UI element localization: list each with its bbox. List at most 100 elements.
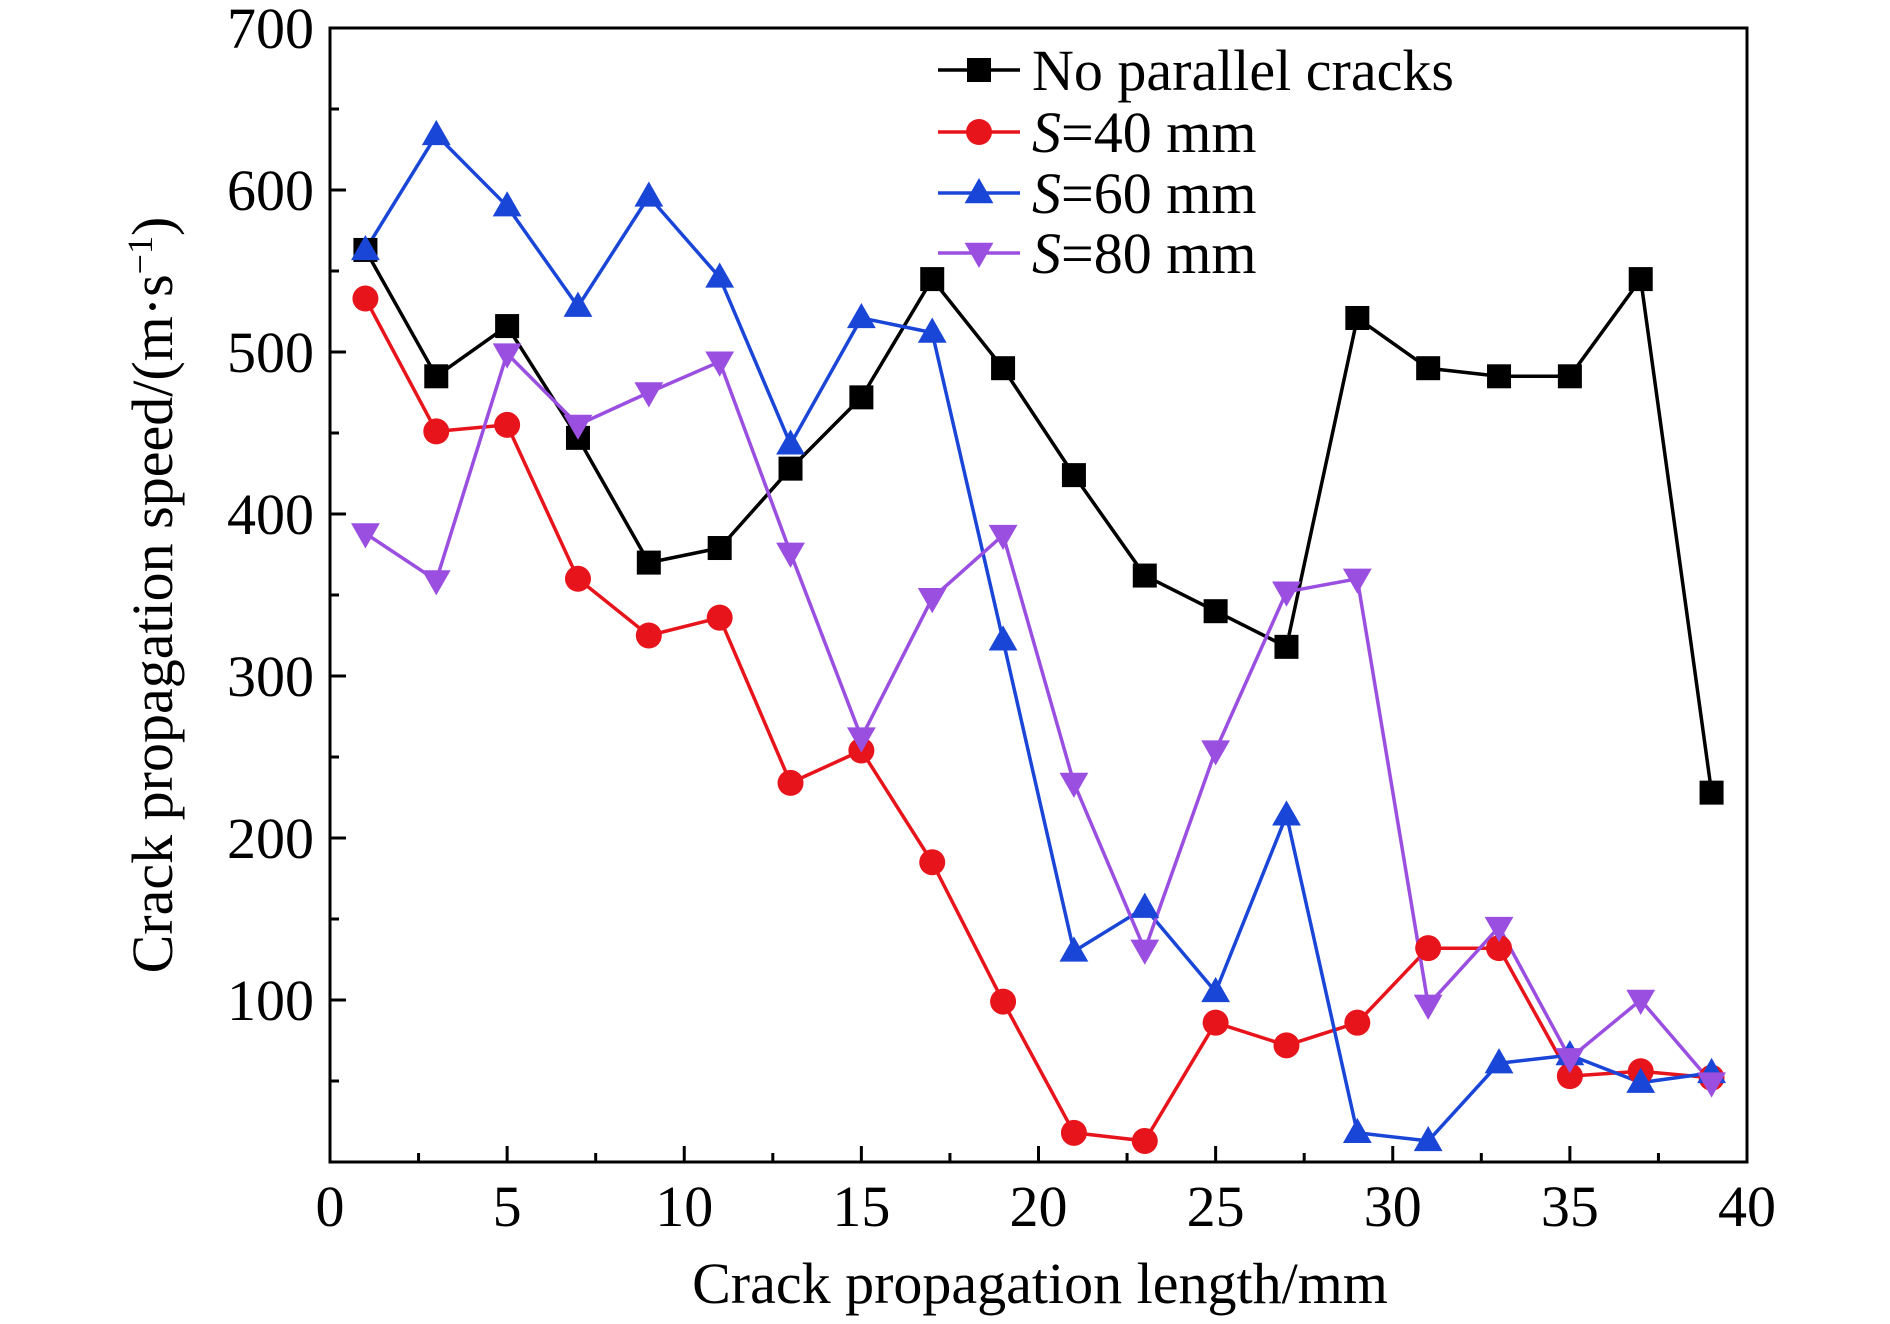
data-point — [352, 285, 379, 312]
data-point — [1060, 1119, 1087, 1146]
x-tick-label: 25 — [1187, 1174, 1245, 1239]
series-line — [363, 297, 1712, 1143]
data-point — [991, 356, 1016, 381]
data-point — [1201, 740, 1231, 766]
data-point — [988, 625, 1018, 651]
y-axis-title-close: ) — [120, 217, 185, 236]
data-point — [636, 550, 661, 575]
legend-label: S=60 mm — [1032, 161, 1256, 226]
data-point — [492, 191, 522, 217]
x-tick-label: 35 — [1541, 1174, 1599, 1239]
data-point — [1274, 634, 1299, 659]
data-point — [849, 385, 874, 410]
data-point — [1626, 1067, 1656, 1093]
data-point — [776, 429, 805, 455]
data-point — [1130, 892, 1160, 918]
data-point — [1059, 772, 1089, 798]
data-point — [1557, 364, 1582, 389]
data-point — [917, 588, 947, 614]
data-point — [351, 234, 380, 261]
y-tick-label: 500 — [227, 320, 314, 385]
data-point — [1131, 1127, 1158, 1154]
legend-label-italic: S — [1032, 100, 1061, 165]
legend-label-italic: S — [1032, 221, 1061, 286]
legend-label: S=80 mm — [1032, 221, 1256, 286]
data-point — [1484, 916, 1514, 943]
data-point — [421, 570, 451, 596]
series-line — [363, 133, 1712, 1143]
data-point — [1202, 1009, 1229, 1036]
data-point — [1059, 936, 1089, 962]
x-tick-label: 0 — [316, 1174, 345, 1239]
series-line — [364, 351, 1713, 1084]
x-tick-label: 30 — [1364, 1174, 1422, 1239]
data-point — [1413, 994, 1443, 1020]
y-tick-label: 100 — [227, 968, 314, 1033]
data-point — [1342, 1117, 1372, 1144]
data-point — [351, 523, 380, 549]
data-point — [635, 622, 662, 649]
data-point — [705, 351, 735, 377]
data-point — [1201, 976, 1231, 1003]
data-point — [1345, 305, 1370, 330]
data-point — [1486, 935, 1513, 962]
data-point — [1203, 599, 1228, 624]
data-point — [1416, 356, 1441, 381]
x-axis-ticks: 0 5 10 15 20 25 30 35 40 — [316, 1146, 1776, 1239]
legend-label-text: =40 mm — [1061, 100, 1256, 165]
data-point — [846, 302, 876, 329]
legend-marker — [964, 178, 994, 204]
data-point — [563, 291, 593, 317]
y-tick-label: 700 — [227, 0, 314, 61]
legend-label-italic: S — [1032, 161, 1061, 226]
data-point — [1699, 780, 1724, 805]
y-tick-label: 300 — [227, 644, 314, 709]
legend-label-text: No parallel cracks — [1032, 38, 1454, 103]
y-axis-ticks: 100 200 300 400 500 600 700 — [227, 0, 346, 1083]
data-point — [917, 317, 947, 343]
data-point — [1273, 1032, 1300, 1059]
y-axis-title: Crack propagation speed/(m·s−1) — [120, 217, 185, 974]
data-point — [778, 456, 803, 481]
data-point — [919, 849, 946, 876]
data-point — [920, 267, 945, 292]
data-point — [1484, 1048, 1514, 1074]
x-tick-label: 40 — [1718, 1174, 1776, 1239]
x-axis-title: Crack propagation length/mm — [692, 1251, 1388, 1316]
data-point — [1626, 989, 1656, 1015]
y-tick-label: 200 — [227, 806, 314, 871]
x-tick-label: 20 — [1010, 1174, 1068, 1239]
legend-marker — [966, 119, 992, 145]
data-point — [1132, 563, 1157, 588]
data-point — [706, 604, 733, 631]
data-point — [494, 411, 521, 438]
data-point — [1556, 1063, 1583, 1090]
data-point — [1697, 1072, 1726, 1098]
data-point — [776, 542, 805, 568]
data-point — [1130, 939, 1160, 965]
data-point — [1487, 364, 1512, 389]
legend-marker — [964, 242, 994, 268]
legend-label: S=40 mm — [1032, 100, 1256, 165]
data-point — [705, 262, 735, 288]
legend-label-text: =80 mm — [1061, 221, 1256, 286]
y-axis-title-main: Crack propagation speed/(m·s — [120, 274, 185, 973]
data-point — [1272, 800, 1301, 826]
data-point — [492, 343, 522, 369]
data-point — [1628, 267, 1653, 292]
data-point — [423, 418, 450, 445]
data-point — [1415, 935, 1442, 962]
data-point — [1413, 1125, 1443, 1152]
x-tick-label: 15 — [832, 1174, 890, 1239]
data-point — [1061, 463, 1086, 488]
data-point — [1344, 1009, 1371, 1036]
y-tick-label: 400 — [227, 482, 314, 547]
data-point — [707, 536, 732, 561]
data-point — [846, 727, 876, 753]
data-point — [777, 769, 804, 796]
x-tick-label: 10 — [655, 1174, 713, 1239]
data-point — [564, 565, 591, 592]
legend-label: No parallel cracks — [1032, 38, 1454, 103]
data-point — [563, 414, 593, 440]
